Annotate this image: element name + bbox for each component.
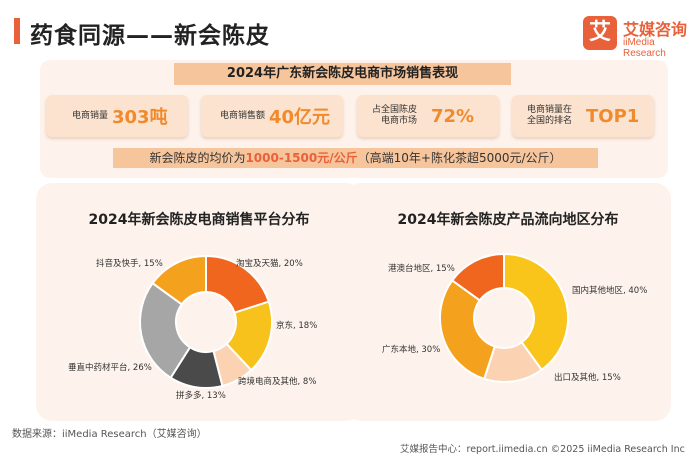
slice-label: 国内其他地区, 40% <box>572 285 647 296</box>
data-source: 数据来源：iiMedia Research（艾媒咨询） <box>12 429 207 440</box>
stat-label: 电商销售额 <box>219 110 265 121</box>
stat-value: TOP1 <box>586 105 640 127</box>
platform-chart-title: 2024年新会陈皮电商销售平台分布 <box>88 212 310 228</box>
stat-label: 电商销量 <box>71 110 108 121</box>
stat-value: 303吨 <box>112 107 168 128</box>
logo-mark-icon: 艾 <box>583 16 617 50</box>
stat-card-sales-volume: 电商销量 303吨 <box>46 95 188 137</box>
footer-credit: 艾媒报告中心：report.iimedia.cn ©2025 iiMedia R… <box>400 444 685 455</box>
stat-card-market-share: 占全国陈皮 电商市场 72% <box>357 95 499 137</box>
summary-heading: 2024年广东新会陈皮电商市场销售表现 <box>174 63 511 85</box>
stat-card-sales-amount: 电商销售额 40亿元 <box>201 95 343 137</box>
logo-name: 艾媒咨询 <box>623 20 688 39</box>
logo-subtitle: iiMedia Research <box>623 37 666 59</box>
stat-label: 电商销量在 全国的排名 <box>526 105 572 126</box>
slice-label: 跨境电商及其他, 8% <box>238 376 316 387</box>
price-note: 新会陈皮的均价为1000-1500元/公斤（高端10年+陈化茶超5000元/公斤… <box>113 148 598 168</box>
donut-slice <box>503 252 569 372</box>
slice-label: 港澳台地区, 15% <box>388 263 455 274</box>
slice-label: 京东, 18% <box>276 320 317 331</box>
donut-slice <box>139 281 192 380</box>
slice-label: 抖音及快手, 15% <box>96 258 163 269</box>
brand-logo: 艾 艾媒咨询 iiMedia Research <box>583 16 691 59</box>
page-title: 药食同源——新会陈皮 <box>30 23 270 49</box>
slice-label: 出口及其他, 15% <box>554 372 621 383</box>
donut-slice <box>439 278 496 381</box>
slice-label: 垂直中药材平台, 26% <box>68 362 152 373</box>
stat-value: 72% <box>431 105 475 127</box>
title-accent-bar <box>14 18 20 44</box>
donut-slice <box>151 254 207 306</box>
slice-label: 广东本地, 30% <box>382 344 440 355</box>
slice-label: 拼多多, 13% <box>176 390 226 401</box>
donut-slice <box>450 252 505 302</box>
stat-value: 40亿元 <box>269 107 331 128</box>
stat-card-rank: 电商销量在 全国的排名 TOP1 <box>512 95 654 137</box>
slice-label: 淘宝及天猫, 20% <box>236 258 303 269</box>
stat-label: 占全国陈皮 电商市场 <box>371 105 417 126</box>
region-chart-title: 2024年新会陈皮产品流向地区分布 <box>397 212 619 228</box>
